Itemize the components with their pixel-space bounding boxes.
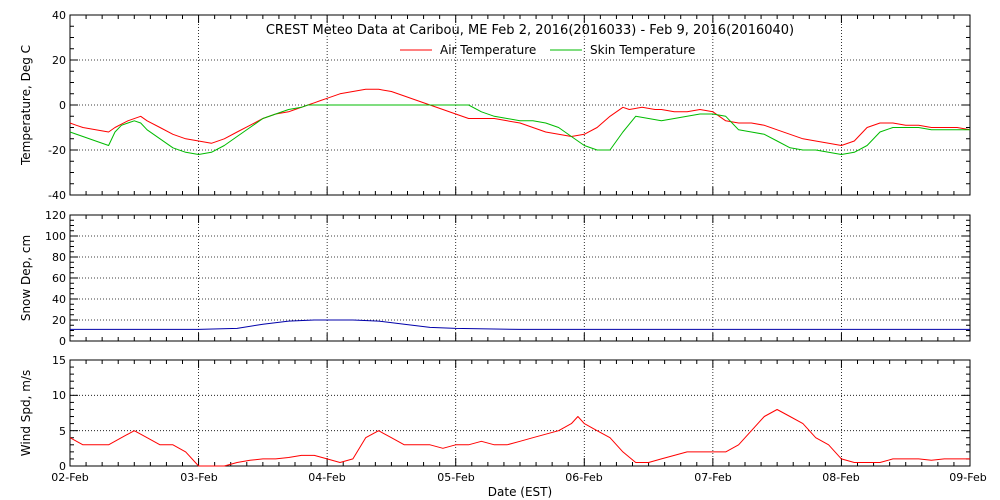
temperature-axis-label: Temperature, Deg C xyxy=(19,45,33,166)
temp-tick-label: 0 xyxy=(59,99,66,112)
data-series xyxy=(69,88,971,467)
wind-tick-label: 10 xyxy=(52,389,66,402)
temp-tick-label: -20 xyxy=(48,144,66,157)
wind-axis-label: Wind Spd, m/s xyxy=(19,370,33,456)
snow-tick-label: 80 xyxy=(52,251,66,264)
date-axis-label: Date (EST) xyxy=(488,485,552,499)
date-tick-label: 08-Feb xyxy=(822,471,859,484)
temperature-series-line-0 xyxy=(69,88,971,146)
date-tick-label: 07-Feb xyxy=(694,471,731,484)
snow-tick-label: 40 xyxy=(52,293,66,306)
date-tick-label: 03-Feb xyxy=(180,471,217,484)
chart-title: CREST Meteo Data at Caribou, ME Feb 2, 2… xyxy=(266,23,794,38)
snow-tick-label: 20 xyxy=(52,314,66,327)
temperature-series-line-1 xyxy=(69,104,970,155)
temp-tick-label: 40 xyxy=(52,9,66,22)
grid-lines xyxy=(70,15,970,466)
snow-axis-label: Snow Dep, cm xyxy=(19,235,33,321)
legend-skin-label: Skin Temperature xyxy=(590,43,695,57)
temp-tick-label: -40 xyxy=(48,189,66,202)
date-tick-label: 04-Feb xyxy=(308,471,345,484)
legend: Air Temperature Skin Temperature xyxy=(400,43,695,57)
date-tick-label: 06-Feb xyxy=(565,471,602,484)
wind-tick-label: 15 xyxy=(52,354,66,367)
date-tick-label: 05-Feb xyxy=(437,471,474,484)
legend-air-label: Air Temperature xyxy=(440,43,536,57)
date-tick-label: 09-Feb xyxy=(949,471,986,484)
snow-tick-label: 120 xyxy=(45,209,66,222)
wind-speed-series-line-0 xyxy=(69,409,970,467)
wind-tick-label: 0 xyxy=(59,460,66,473)
snow-tick-label: 100 xyxy=(45,230,66,243)
snow-depth-series-line-0 xyxy=(70,319,970,330)
snow-tick-label: 60 xyxy=(52,272,66,285)
wind-tick-label: 5 xyxy=(59,425,66,438)
date-tick-label: 02-Feb xyxy=(51,471,88,484)
temp-tick-label: 20 xyxy=(52,54,66,67)
snow-tick-label: 0 xyxy=(59,335,66,348)
